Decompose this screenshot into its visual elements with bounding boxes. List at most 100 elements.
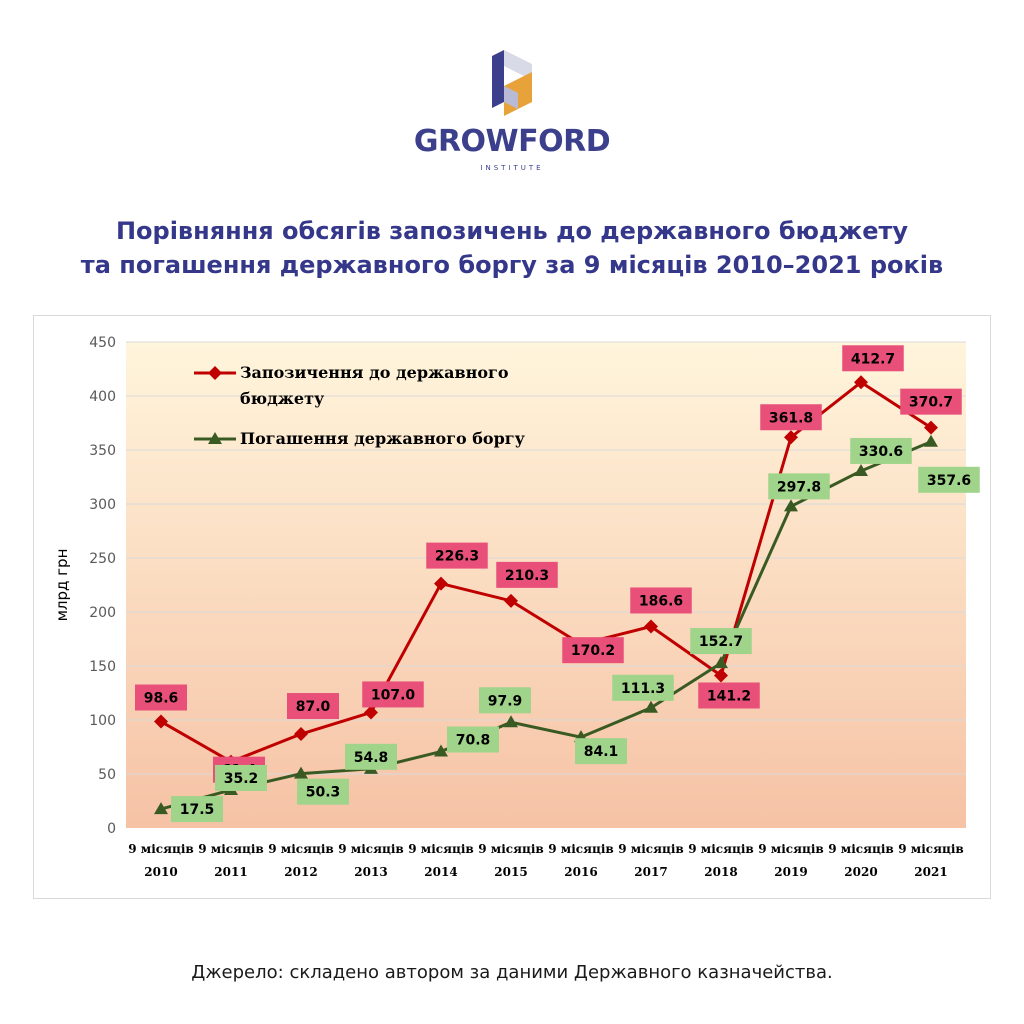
data-label: 361.8 — [760, 404, 822, 431]
x-tick-label: 9 місяців — [408, 842, 473, 856]
title-line-1: Порівняння обсягів запозичень до державн… — [115, 217, 909, 245]
x-tick-label: 9 місяців — [898, 842, 963, 856]
x-tick-label: 9 місяців — [338, 842, 403, 856]
x-tick-label: 2010 — [144, 865, 177, 879]
x-tick-label: 2016 — [564, 865, 597, 879]
data-label-text: 97.9 — [488, 693, 523, 709]
data-label: 357.6 — [918, 466, 980, 493]
data-label: 17.5 — [171, 796, 223, 823]
data-label: 370.7 — [900, 388, 962, 415]
data-label-box — [768, 473, 830, 500]
legend-label: Погашення державного боргу — [240, 429, 526, 448]
data-point-marker — [294, 766, 308, 779]
data-label-text: 370.7 — [909, 395, 953, 411]
line-chart: 0 50 100 150 200 250 300 350 400 450 млрд грн 9 міс… — [53, 335, 980, 879]
data-label: 111.3 — [612, 674, 674, 701]
x-tick-label: 2017 — [634, 865, 667, 879]
x-tick-label: 2021 — [914, 865, 947, 879]
data-label: 226.3 — [426, 542, 488, 569]
data-label-box — [562, 637, 624, 664]
legend-label: бюджету — [240, 389, 325, 408]
x-tick-label: 2020 — [844, 865, 877, 879]
data-label-text: 297.8 — [777, 479, 821, 495]
data-label-text: 170.2 — [571, 643, 615, 659]
data-point-marker — [434, 576, 448, 591]
title-line-2: та погашення державного боргу за 9 місяц… — [80, 251, 944, 279]
data-label-box — [850, 437, 912, 464]
data-label: 186.6 — [630, 587, 692, 614]
x-tick-label: 9 місяців — [758, 842, 823, 856]
data-point-marker — [644, 700, 658, 713]
data-point-marker — [294, 727, 308, 742]
x-tick-label: 2012 — [284, 865, 317, 879]
chart-frame: 0 50 100 150 200 250 300 350 400 450 млрд грн 9 міс… — [33, 315, 991, 899]
data-label-box — [630, 587, 692, 614]
logo-name: GROWFORD — [413, 124, 611, 159]
data-label: 87.0 — [287, 693, 339, 720]
x-tick-label: 9 місяців — [478, 842, 543, 856]
data-label-text: 107.0 — [371, 687, 416, 703]
data-label-box — [362, 681, 424, 708]
data-label: 84.1 — [575, 738, 627, 765]
data-label-text: 54.8 — [354, 750, 389, 766]
data-label: 412.7 — [842, 345, 904, 372]
data-label: 141.2 — [698, 682, 760, 709]
data-label: 297.8 — [768, 473, 830, 500]
data-label-box — [690, 628, 752, 655]
data-label-box — [215, 764, 267, 791]
legend-marker — [208, 366, 222, 380]
series-line — [160, 440, 932, 811]
data-label-text: 17.5 — [180, 802, 215, 818]
x-tick-label: 9 місяців — [618, 842, 683, 856]
y-tick-label: 100 — [89, 713, 116, 729]
data-point-marker — [364, 705, 378, 720]
data-point-marker — [854, 375, 868, 390]
y-tick-label: 200 — [89, 605, 116, 621]
x-tick-label: 9 місяців — [128, 842, 193, 856]
data-point-marker — [784, 430, 798, 445]
x-tick-label: 9 місяців — [828, 842, 893, 856]
data-label-box — [698, 682, 760, 709]
x-tick-label: 9 місяців — [268, 842, 333, 856]
data-label-box — [575, 738, 627, 765]
data-label: 170.2 — [562, 637, 624, 664]
data-label-text: 98.6 — [144, 691, 179, 707]
data-label-text: 111.3 — [621, 681, 665, 697]
y-tick-label: 350 — [89, 443, 116, 459]
data-label-text: 186.6 — [639, 593, 683, 609]
data-point-marker — [504, 715, 518, 728]
data-label-box — [426, 542, 488, 569]
data-label-box — [496, 561, 558, 588]
data-label-box — [760, 404, 822, 431]
data-label-box — [345, 743, 397, 770]
data-label: 152.7 — [690, 628, 752, 655]
data-label-box — [287, 693, 339, 720]
data-label-text: 210.3 — [505, 568, 549, 584]
y-tick-label: 250 — [89, 551, 116, 567]
data-label: 107.0 — [362, 681, 424, 708]
data-label-box — [171, 796, 223, 823]
data-label-box — [612, 674, 674, 701]
page-title: Порівняння обсягів запозичень до державн… — [0, 214, 1024, 282]
data-point-marker — [714, 656, 728, 669]
growford-logo-icon — [492, 50, 532, 116]
y-tick-label: 50 — [98, 767, 116, 783]
data-label: 50.3 — [297, 778, 349, 805]
data-label: 54.8 — [345, 743, 397, 770]
data-point-marker — [854, 463, 868, 476]
data-label-text: 84.1 — [584, 744, 619, 760]
x-tick-label: 2011 — [214, 865, 247, 879]
data-label-text: 70.8 — [456, 733, 491, 749]
x-tick-label: 2019 — [774, 865, 807, 879]
data-label: 35.2 — [215, 764, 267, 791]
data-label-box — [842, 345, 904, 372]
data-label-text: 152.7 — [699, 634, 743, 650]
data-label-box — [479, 687, 531, 714]
data-point-marker — [154, 714, 168, 729]
data-label: 210.3 — [496, 561, 558, 588]
data-label-text: 330.6 — [859, 444, 903, 460]
y-tick-label: 150 — [89, 659, 116, 675]
data-point-marker — [644, 619, 658, 634]
data-label: 70.8 — [447, 726, 499, 753]
y-tick-label: 300 — [89, 497, 116, 513]
